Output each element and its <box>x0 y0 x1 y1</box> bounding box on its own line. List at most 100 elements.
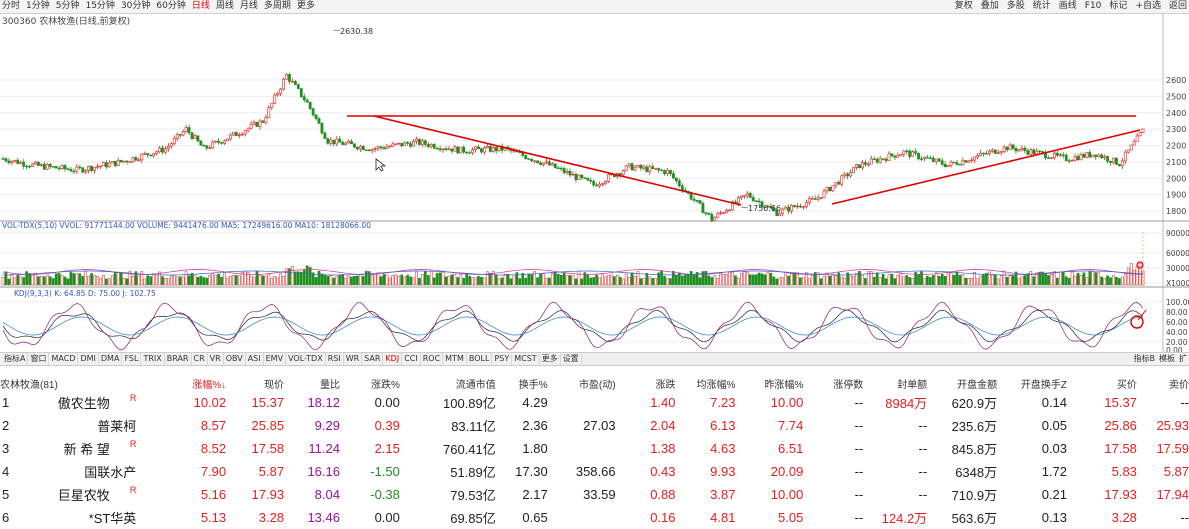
volume-bar <box>636 271 640 286</box>
period-tab-9[interactable]: 多周期 <box>263 1 291 11</box>
volume-bar <box>503 273 507 286</box>
period-tab-8[interactable]: 月线 <box>239 1 258 11</box>
table-row[interactable]: 6 *ST华英 5.13 3.28 13.46 0.00 69.85亿 0.65 0.16 4.8… <box>0 506 1189 529</box>
cell-limit: -- <box>854 395 864 410</box>
indicator-tab-20[interactable]: MTM <box>443 353 467 365</box>
column-header-12[interactable]: 涨停数 <box>833 380 864 391</box>
period-tab-5[interactable]: 60分钟 <box>156 1 186 11</box>
column-header-14[interactable]: 开盘金额 <box>957 380 998 391</box>
indicator-tab-17[interactable]: KDJ <box>383 353 403 365</box>
stock-name[interactable]: 普莱柯 <box>97 419 137 434</box>
tool-button-8[interactable]: 返回 <box>1168 1 1187 11</box>
column-header-8[interactable]: 市盈(动) <box>578 380 616 391</box>
indicator-tab-5[interactable]: FSL <box>122 353 142 365</box>
column-header-17[interactable]: 卖价 <box>1169 380 1189 391</box>
column-header-5[interactable]: 涨跌% <box>370 380 400 391</box>
volume-bar <box>57 273 61 286</box>
period-tab-6[interactable]: 日线 <box>191 1 210 11</box>
volume-bar <box>379 276 383 286</box>
column-header-6[interactable]: 流通市值 <box>455 380 496 391</box>
tool-button-7[interactable]: +自选 <box>1135 1 1161 11</box>
indicator-tab-11[interactable]: ASI <box>246 353 264 365</box>
indicator-tab-8[interactable]: CR <box>192 353 208 365</box>
volume-bar <box>28 273 31 286</box>
candle-body <box>13 159 17 162</box>
tool-button-4[interactable]: 画线 <box>1058 1 1077 11</box>
candle-body <box>846 173 850 177</box>
table-row[interactable]: 5 巨星农牧 R 5.16 17.93 8.04 -0.38 79.53亿 2.17 33.59 0… <box>0 483 1189 506</box>
tool-button-6[interactable]: 标记 <box>1109 1 1128 11</box>
column-header-10[interactable]: 均涨幅% <box>696 380 736 391</box>
table-row[interactable]: 1 傲农生物 R 10.02 15.37 18.12 0.00 100.89亿 4.29 1.40… <box>0 391 1189 414</box>
period-tab-4[interactable]: 30分钟 <box>120 1 151 11</box>
column-header-2[interactable]: 涨幅%↓ <box>192 380 227 391</box>
period-tab-3[interactable]: 15分钟 <box>85 1 115 11</box>
volume-bar <box>931 274 935 286</box>
indicator-tab-0[interactable]: 指标A <box>2 353 29 365</box>
indicator-tab-6[interactable]: TRIX <box>141 353 165 365</box>
period-tab-2[interactable]: 5分钟 <box>55 1 80 11</box>
column-header-13[interactable]: 封单额 <box>897 380 928 391</box>
indicator-tab-2[interactable]: MACD <box>49 353 79 365</box>
candle-body <box>409 143 412 147</box>
column-header-7[interactable]: 换手% <box>518 380 548 391</box>
cell-bid: 5.83 <box>1111 464 1137 479</box>
cell-turn: 1.80 <box>522 441 548 456</box>
column-header-15[interactable]: 开盘换手Z <box>1020 380 1068 391</box>
indicator-tab-15[interactable]: WR <box>344 353 363 365</box>
kline-chart[interactable]: 2600 2500 2400 2300 2200 2100 2000 1900 1800 2630… <box>0 0 1189 376</box>
indicator-tab-12[interactable]: EMV <box>264 353 287 365</box>
cell-bid: 17.93 <box>1104 487 1137 502</box>
indicator-right-tab-1[interactable]: 模板 <box>1159 354 1175 363</box>
indicator-tab-4[interactable]: DMA <box>99 353 123 365</box>
indicator-tab-13[interactable]: VOL-TDX <box>286 353 326 365</box>
indicator-tab-1[interactable]: 窗口 <box>28 353 50 365</box>
indicator-tab-14[interactable]: RSI <box>326 353 344 365</box>
indicator-tab-18[interactable]: CCI <box>402 353 421 365</box>
indicator-tab-7[interactable]: BRAR <box>165 353 192 365</box>
column-header-11[interactable]: 昨涨幅% <box>764 380 804 391</box>
period-tab-1[interactable]: 1分钟 <box>26 1 50 11</box>
indicator-right-tab-0[interactable]: 指标B <box>1133 354 1156 363</box>
indicator-tab-21[interactable]: BOLL <box>467 353 493 365</box>
period-tab-0[interactable]: 分时 <box>2 1 21 11</box>
tool-button-0[interactable]: 复权 <box>954 1 973 11</box>
column-header-16[interactable]: 买价 <box>1116 380 1137 391</box>
column-header-1[interactable] <box>58 376 137 391</box>
tool-button-2[interactable]: 多股 <box>1006 1 1025 11</box>
tool-button-5[interactable]: F10 <box>1084 1 1102 11</box>
indicator-right-tab-2[interactable]: 扩 <box>1179 354 1187 363</box>
indicator-tab-22[interactable]: PSY <box>492 353 513 365</box>
tool-button-3[interactable]: 统计 <box>1032 1 1051 11</box>
cell-ask: 5.87 <box>1163 464 1189 479</box>
volume-bar <box>7 278 11 286</box>
stock-name[interactable]: 新 希 望 <box>63 442 110 457</box>
volume-bar <box>946 272 950 286</box>
indicator-tab-23[interactable]: MCST <box>512 353 540 365</box>
stock-name[interactable]: *ST华英 <box>88 511 137 526</box>
indicator-tab-19[interactable]: ROC <box>421 353 444 365</box>
table-row[interactable]: 2 普莱柯 8.57 25.85 9.29 0.39 83.11亿 2.36 27.03 2.04… <box>0 414 1189 437</box>
candle-body <box>878 158 882 163</box>
column-header-4[interactable]: 量比 <box>319 380 340 391</box>
period-tab-7[interactable]: 周线 <box>215 1 234 11</box>
period-tab-10[interactable]: 更多 <box>296 1 315 11</box>
stock-name[interactable]: 巨星农牧 <box>57 488 110 503</box>
candle-body <box>175 134 179 139</box>
table-row[interactable]: 3 新 希 望 R 8.52 17.58 11.24 2.15 760.41亿 1.80 1.38… <box>0 437 1189 460</box>
table-row[interactable]: 4 国联水产 7.90 5.87 16.16 -1.50 51.89亿 17.30 358.66… <box>0 460 1189 483</box>
candle-body <box>181 131 185 136</box>
indicator-tab-16[interactable]: SAR <box>362 353 384 365</box>
indicator-tab-10[interactable]: OBV <box>224 353 246 365</box>
indicator-tab-3[interactable]: DMI <box>78 353 99 365</box>
column-header-3[interactable]: 现价 <box>264 380 285 391</box>
stock-name[interactable]: 傲农生物 <box>57 396 110 411</box>
column-header-9[interactable]: 涨跌 <box>655 380 676 391</box>
candle-body <box>341 142 345 145</box>
column-header-0[interactable]: 农林牧渔(81) <box>0 380 58 391</box>
stock-name[interactable]: 国联水产 <box>84 465 137 480</box>
tool-button-1[interactable]: 叠加 <box>980 1 999 11</box>
indicator-tab-9[interactable]: VR <box>208 353 224 365</box>
indicator-tab-25[interactable]: 设置 <box>561 353 582 365</box>
indicator-tab-24[interactable]: 更多 <box>540 353 561 365</box>
